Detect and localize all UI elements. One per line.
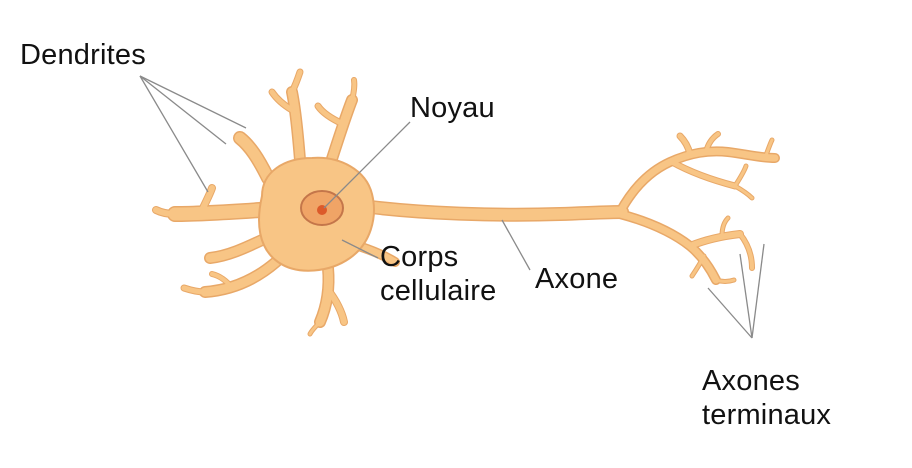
label-corps-cellulaire: Corps cellulaire [380,240,496,308]
label-axone: Axone [535,262,618,296]
axon-shape [349,199,628,221]
leader-dendrites-1 [139,75,247,129]
label-terminaux-line1: Axones [702,365,800,397]
label-corps-line1: Corps [380,241,459,273]
label-noyau: Noyau [410,91,495,125]
label-dendrites-text: Dendrites [20,39,146,71]
neuron-fill [153,69,779,336]
leader-corps [341,239,379,259]
leader-lines [139,75,765,339]
label-axone-text: Axone [535,263,619,295]
leader-terminaux-1 [707,287,753,339]
label-noyau-text: Noyau [410,92,495,124]
leader-noyau [323,121,411,209]
label-axones-terminaux: Axones terminaux [702,364,831,432]
leader-dendrites-2 [139,75,227,145]
leader-terminaux-2 [751,243,765,339]
leader-dendrites-3 [139,75,209,193]
label-terminaux-line2: terminaux [702,399,832,431]
label-corps-line2: cellulaire [380,275,497,307]
label-dendrites: Dendrites [20,38,146,72]
leader-axone [501,219,531,271]
leader-terminaux-3 [739,253,753,339]
